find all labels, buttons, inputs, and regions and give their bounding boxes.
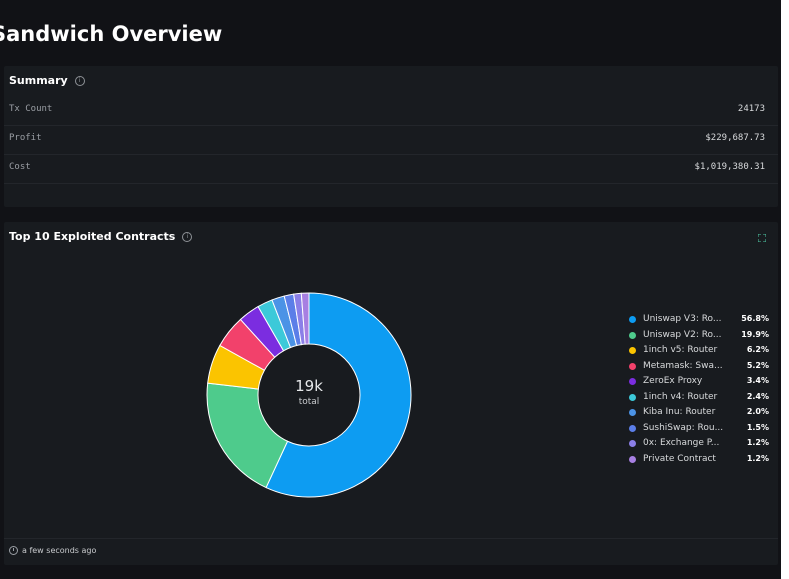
legend-label: Uniswap V3: Ro... xyxy=(643,314,722,324)
legend-value: 56.8% xyxy=(741,314,769,323)
legend-color-dot xyxy=(629,393,636,401)
legend-label: ZeroEx Proxy xyxy=(643,376,703,386)
legend-value: 3.4% xyxy=(746,376,769,385)
legend-color-dot xyxy=(629,316,636,323)
donut-slice[interactable] xyxy=(265,292,412,498)
contracts-header: Top 10 Exploited Contracts i xyxy=(9,230,193,243)
legend-value: 6.2% xyxy=(746,345,769,354)
legend-label: Uniswap V2: Ro... xyxy=(643,329,722,340)
legend-label: Kiba Inu: Router xyxy=(643,407,716,417)
legend-value: 2.0% xyxy=(746,407,769,416)
last-updated-text: a few seconds ago xyxy=(22,546,97,555)
donut-center-label: total xyxy=(299,397,320,407)
legend-label: Metamask: Swa... xyxy=(643,360,723,371)
last-updated: a few seconds ago xyxy=(9,546,96,555)
legend-color-dot xyxy=(629,424,636,432)
legend-label: 1inch v4: Router xyxy=(643,391,718,402)
donut-center-value: 19k xyxy=(295,377,323,395)
donut-slice[interactable] xyxy=(206,382,289,489)
legend-label: SushiSwap: Rou... xyxy=(643,422,724,433)
legend-color-dot xyxy=(629,331,636,339)
legend-color-dot xyxy=(629,409,636,416)
legend-item[interactable]: 1inch v5: Router 6.2% xyxy=(629,345,769,361)
summary-row-value: $229,687.73 xyxy=(705,133,765,143)
legend-value: 5.2% xyxy=(746,360,769,370)
legend-item[interactable]: Private Contract 1.2% xyxy=(629,454,769,470)
summary-row-label: Cost xyxy=(9,162,31,172)
legend-label: 1inch v5: Router xyxy=(643,345,718,355)
page-title: Sandwich Overview xyxy=(0,22,223,46)
summary-row-label: Tx Count xyxy=(9,104,53,114)
summary-panel: Summary i Tx Count 24173 Profit $229,687… xyxy=(4,66,778,207)
legend-item[interactable]: Uniswap V2: Ro... 19.9% xyxy=(629,330,769,346)
legend-value: 1.5% xyxy=(746,422,769,432)
legend-color-dot xyxy=(629,362,636,370)
legend-value: 19.9% xyxy=(741,329,769,339)
legend-item[interactable]: SushiSwap: Rou... 1.5% xyxy=(629,423,769,439)
legend-value: 2.4% xyxy=(746,391,769,401)
legend-value: 1.2% xyxy=(746,453,769,463)
summary-row-tx-count: Tx Count 24173 xyxy=(4,97,778,126)
legend-item[interactable]: 1inch v4: Router 2.4% xyxy=(629,392,769,408)
summary-row-label: Profit xyxy=(9,133,42,143)
summary-header: Summary i xyxy=(9,74,85,87)
legend-color-dot xyxy=(629,440,636,447)
donut-slice[interactable] xyxy=(300,292,310,345)
summary-row-value: $1,019,380.31 xyxy=(694,162,765,172)
legend-item[interactable]: Metamask: Swa... 5.2% xyxy=(629,361,769,377)
clock-icon xyxy=(9,546,18,555)
legend-label: 0x: Exchange P... xyxy=(643,438,720,448)
summary-row-profit: Profit $229,687.73 xyxy=(4,126,778,155)
contracts-panel: Top 10 Exploited Contracts i 19k total U… xyxy=(4,222,778,565)
legend-color-dot xyxy=(629,378,636,385)
legend-value: 1.2% xyxy=(746,438,769,447)
legend-item[interactable]: Uniswap V3: Ro... 56.8% xyxy=(629,314,769,330)
expand-icon[interactable] xyxy=(758,234,766,242)
legend-color-dot xyxy=(629,347,636,354)
donut-chart: 19k total xyxy=(204,290,414,500)
divider xyxy=(4,538,778,539)
info-icon[interactable]: i xyxy=(74,75,85,86)
info-icon[interactable]: i xyxy=(182,231,193,242)
legend-label: Private Contract xyxy=(643,453,716,464)
summary-row-cost: Cost $1,019,380.31 xyxy=(4,155,778,184)
legend-item[interactable]: 0x: Exchange P... 1.2% xyxy=(629,438,769,454)
chart-legend: Uniswap V3: Ro... 56.8% Uniswap V2: Ro... 1… xyxy=(629,314,769,469)
summary-row-value: 24173 xyxy=(737,104,765,114)
legend-color-dot xyxy=(629,455,636,463)
summary-title: Summary xyxy=(9,74,68,87)
contracts-title: Top 10 Exploited Contracts xyxy=(9,230,176,243)
legend-item[interactable]: ZeroEx Proxy 3.4% xyxy=(629,376,769,392)
donut-svg: 19k total xyxy=(206,292,412,498)
legend-item[interactable]: Kiba Inu: Router 2.0% xyxy=(629,407,769,423)
